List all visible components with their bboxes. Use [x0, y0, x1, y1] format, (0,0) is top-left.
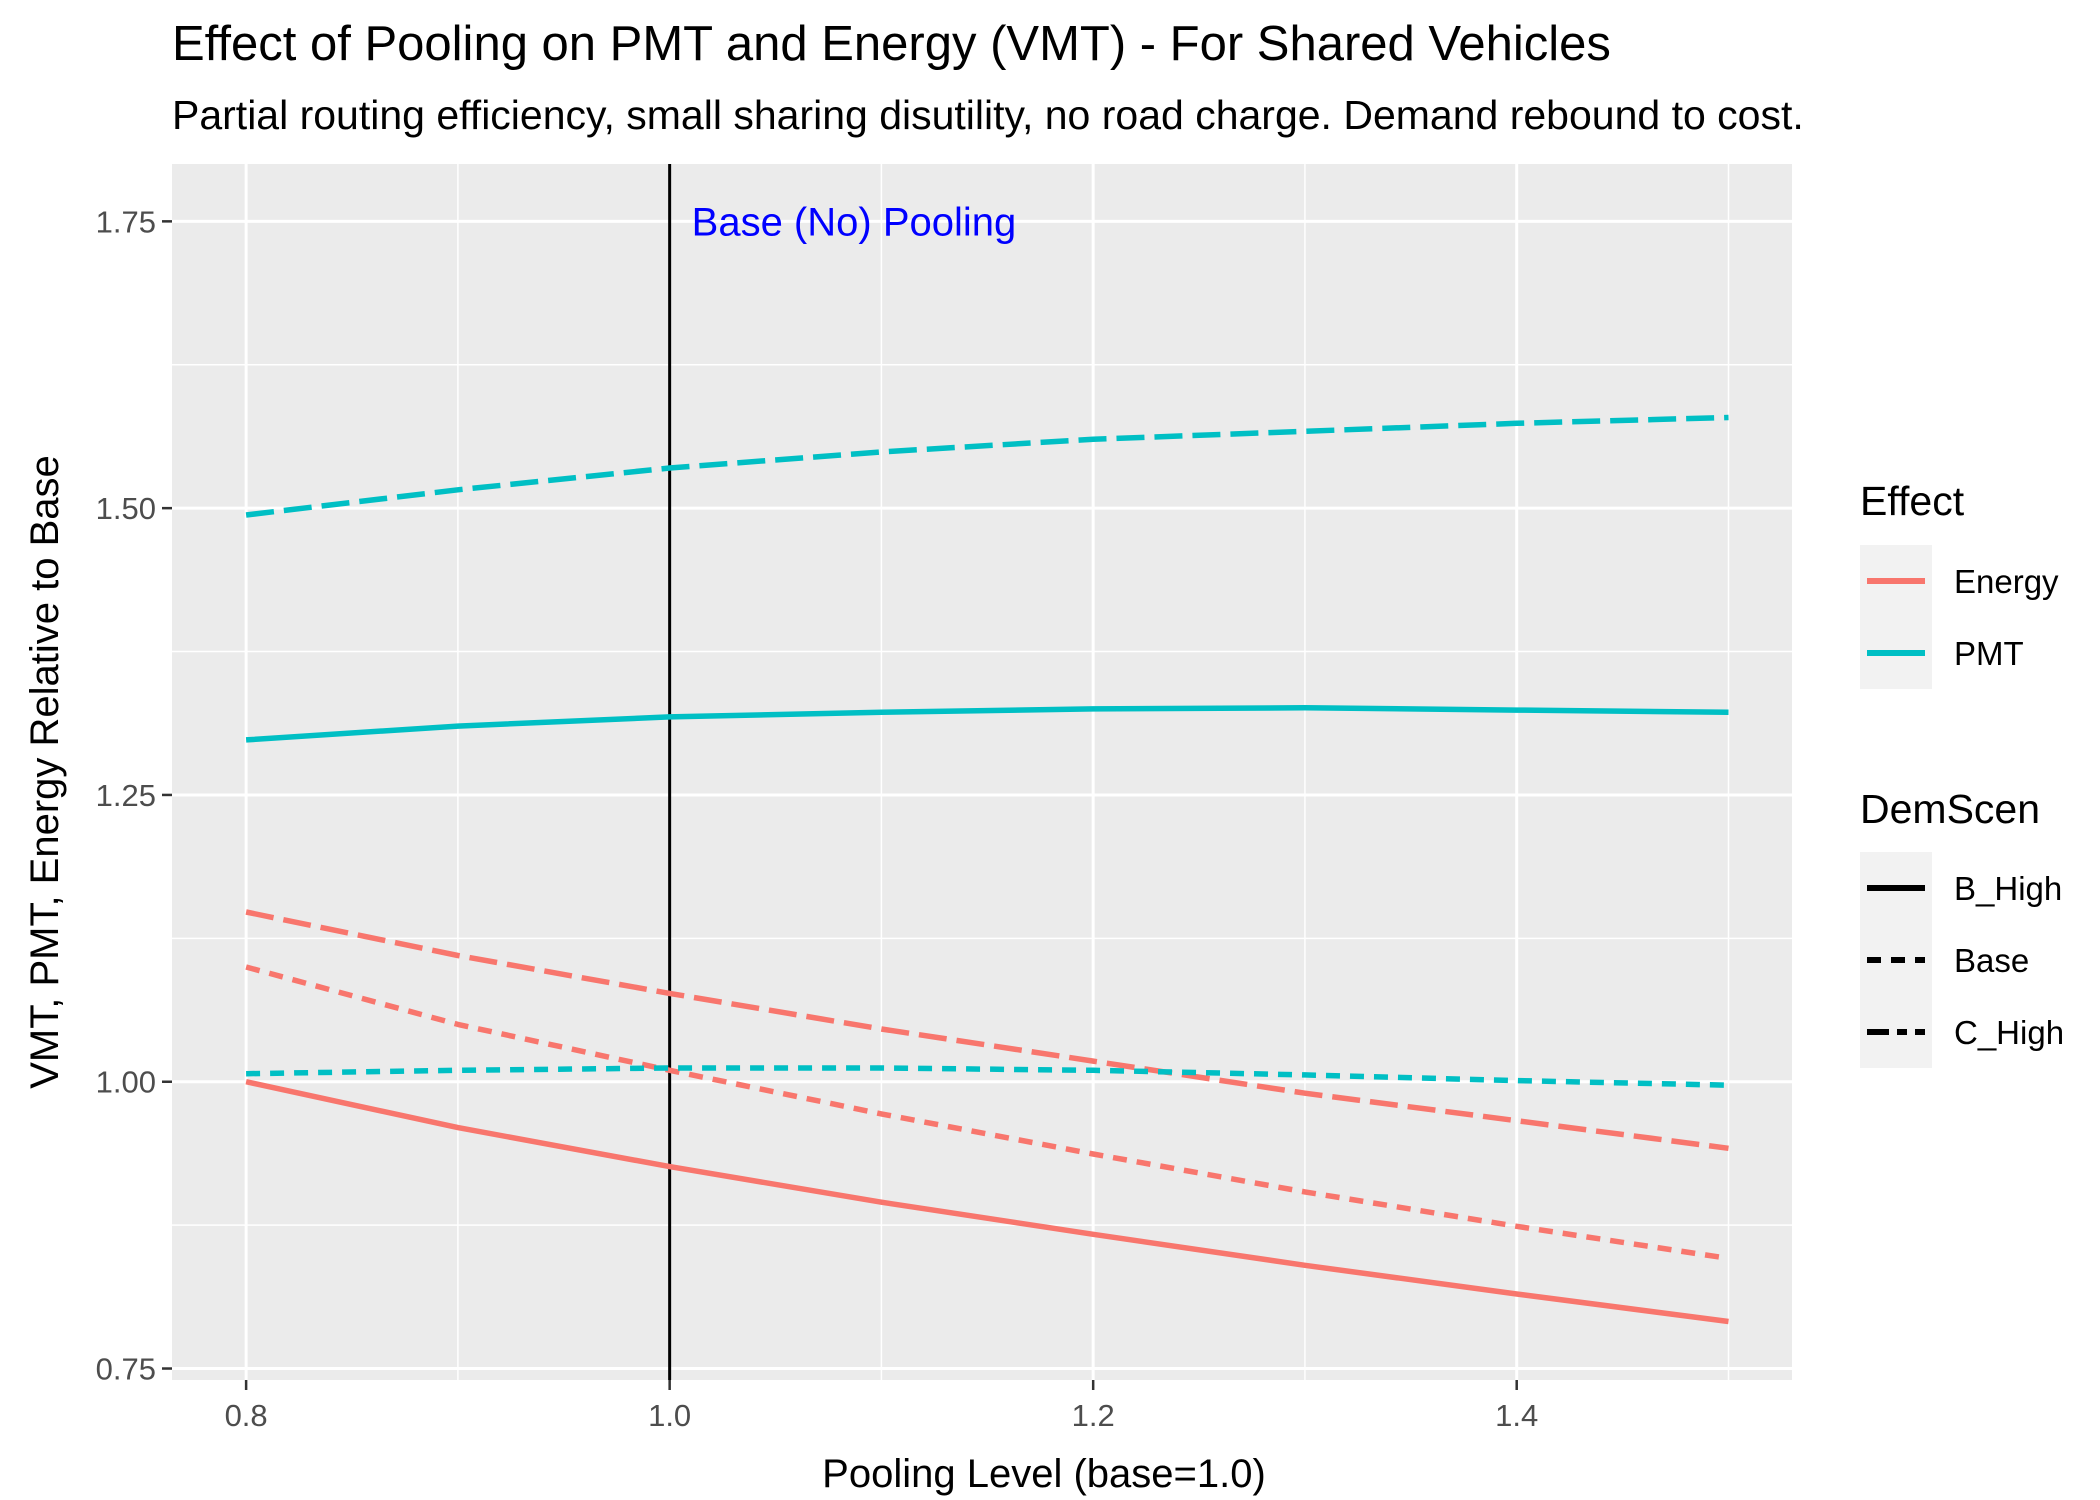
- series-lines: [245, 414, 1729, 1325]
- x-tick-label: 1.0: [648, 1398, 691, 1433]
- x-tick-label: 1.2: [1072, 1398, 1115, 1433]
- chart-title: Effect of Pooling on PMT and Energy (VMT…: [172, 17, 1611, 71]
- y-tick-label: 1.00: [96, 1065, 156, 1100]
- y-tick-label: 1.75: [96, 204, 156, 239]
- y-axis-title: VMT, PMT, Energy Relative to Base: [23, 455, 67, 1089]
- series-energy-c-high: [245, 909, 1729, 1152]
- annotation-base-pooling: Base (No) Pooling: [692, 200, 1017, 244]
- chart-subtitle: Partial routing efficiency, small sharin…: [172, 92, 1804, 138]
- x-tick-label: 0.8: [225, 1398, 268, 1433]
- legend-label-base: Base: [1954, 942, 2029, 979]
- legend: Effect Energy PMT DemScen B_High Base C_…: [1860, 478, 2064, 1068]
- y-tick-label: 0.75: [96, 1352, 156, 1387]
- legend-effect-title: Effect: [1860, 478, 1965, 524]
- legend-effect-keys: [1860, 545, 1932, 689]
- annotation-group: Base (No) Pooling: [692, 200, 1017, 244]
- plot-panel: [172, 164, 1792, 1380]
- legend-label-b-high: B_High: [1954, 870, 2062, 907]
- legend-demscen-title: DemScen: [1860, 786, 2040, 832]
- x-axis-title: Pooling Level (base=1.0): [822, 1452, 1266, 1496]
- series-pmt-base: [246, 1065, 1729, 1088]
- series-energy-base: [245, 964, 1729, 1262]
- legend-label-c-high: C_High: [1954, 1014, 2064, 1051]
- series-pmt-c-high: [245, 414, 1729, 518]
- minor-gridlines: [172, 164, 1792, 1380]
- x-tick-label: 1.4: [1495, 1398, 1538, 1433]
- legend-label-pmt: PMT: [1954, 635, 2024, 672]
- axis-ticks: 0.8 1.0 1.2 1.4 0.75 1.00 1.25 1.50 1.75: [96, 204, 1539, 1433]
- y-tick-label: 1.50: [96, 491, 156, 526]
- series-pmt-b-high: [245, 705, 1729, 743]
- major-gridlines: [172, 164, 1792, 1380]
- y-tick-label: 1.25: [96, 778, 156, 813]
- series-energy-b-high: [245, 1079, 1729, 1325]
- legend-label-energy: Energy: [1954, 563, 2059, 600]
